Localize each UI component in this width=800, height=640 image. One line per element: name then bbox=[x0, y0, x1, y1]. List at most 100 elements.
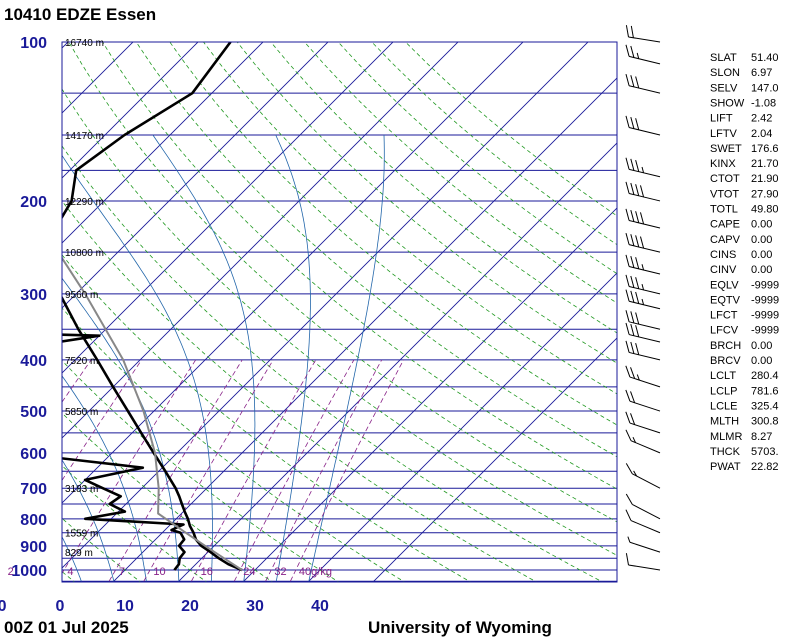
dry-adiabat bbox=[62, 88, 617, 556]
mixing-ratio-line bbox=[233, 359, 355, 582]
dry-adiabat bbox=[0, 18, 10, 584]
moist-adiabat bbox=[62, 277, 180, 582]
moist-adiabat bbox=[152, 134, 256, 582]
index-name: CINV bbox=[710, 264, 737, 276]
index-row: LFTV 2.04 bbox=[710, 128, 772, 140]
index-name: LFTV bbox=[710, 128, 738, 140]
index-row: CINV 0.00 bbox=[710, 264, 772, 276]
index-name: TOTL bbox=[710, 204, 738, 216]
index-value: 280.4 bbox=[751, 370, 779, 382]
index-value: 21.70 bbox=[751, 158, 779, 170]
wind-barb-flag bbox=[625, 157, 630, 170]
mixing-ratio-label: 10 bbox=[153, 566, 165, 578]
index-row: CINS 0.00 bbox=[710, 249, 772, 261]
wind-barb-flag bbox=[630, 391, 636, 403]
index-value: 0.00 bbox=[751, 340, 772, 352]
index-value: 0.00 bbox=[751, 249, 772, 261]
dry-adiabat bbox=[203, 42, 617, 395]
wind-barb-half-flag bbox=[627, 536, 631, 543]
wind-barb-flag bbox=[625, 254, 630, 267]
index-value: -9999 bbox=[751, 310, 779, 322]
wind-barb-shaft bbox=[628, 85, 661, 94]
index-row: MLMR 8.27 bbox=[710, 431, 772, 443]
isotherm bbox=[62, 42, 524, 504]
index-row: TOTL 49.80 bbox=[710, 204, 779, 216]
wind-barb-shaft bbox=[628, 300, 661, 310]
dry-adiabat bbox=[62, 412, 274, 582]
wind-barb-shaft bbox=[628, 193, 661, 202]
wind-barb-shaft bbox=[632, 503, 661, 520]
dry-adiabat bbox=[62, 145, 604, 582]
wind-barb bbox=[625, 411, 661, 434]
index-name: LCLP bbox=[710, 385, 738, 397]
index-row: SELV 147.0 bbox=[710, 82, 779, 94]
temperature-tick-label: 40 bbox=[311, 598, 329, 615]
wind-barb-flag bbox=[625, 73, 630, 86]
index-row: LCLP 781.6 bbox=[710, 385, 779, 397]
moist-adiabat bbox=[62, 154, 213, 582]
moist-adiabat bbox=[275, 134, 311, 582]
index-value: -9999 bbox=[751, 294, 779, 306]
wind-barb-flag bbox=[625, 340, 630, 353]
index-name: LFCT bbox=[710, 310, 738, 322]
isotherm bbox=[242, 207, 617, 582]
wind-barb bbox=[627, 536, 661, 553]
pressure-tick-label: 700 bbox=[20, 481, 47, 498]
wind-barb-flag bbox=[635, 184, 640, 196]
mixing-ratio-label: 40g/kg bbox=[299, 566, 332, 578]
wind-barb-flag bbox=[639, 236, 645, 249]
pressure-tick-label: 900 bbox=[20, 539, 47, 556]
wind-barb bbox=[625, 232, 661, 253]
mixing-ratio-labels: 0.112471016243240g/kg bbox=[8, 566, 332, 578]
index-value: 5703. bbox=[751, 446, 779, 458]
index-name: LCLE bbox=[710, 400, 738, 412]
wind-barb-shaft bbox=[630, 520, 661, 534]
wind-barb-shaft bbox=[628, 351, 661, 361]
wind-barb bbox=[625, 493, 661, 520]
plot-frame bbox=[61, 41, 618, 583]
wind-barb-shaft bbox=[630, 440, 661, 454]
wind-barb-flag bbox=[630, 234, 635, 246]
wind-barb-flag bbox=[635, 211, 640, 223]
wind-barb-flag bbox=[630, 324, 635, 336]
pressure-tick-label: 500 bbox=[20, 404, 47, 421]
wind-barb-flag bbox=[630, 367, 636, 379]
index-value: 6.97 bbox=[751, 67, 772, 79]
wind-barb-flag bbox=[625, 289, 630, 302]
wind-barb bbox=[625, 389, 661, 412]
index-name: CTOT bbox=[710, 173, 740, 185]
mixing-ratio-line bbox=[191, 359, 317, 582]
index-value: 0.00 bbox=[751, 219, 772, 231]
wind-barb-shaft bbox=[628, 321, 661, 330]
wind-barb bbox=[625, 115, 661, 136]
wind-barb-flag bbox=[630, 275, 635, 288]
wind-barb-flag bbox=[625, 411, 631, 424]
mixing-ratio-label: 24 bbox=[243, 566, 255, 578]
dry-adiabat bbox=[303, 42, 617, 304]
wind-barb-flag bbox=[639, 212, 645, 225]
mixing-ratio-label: 16 bbox=[201, 566, 213, 578]
wind-barb bbox=[625, 463, 661, 489]
mixing-ratio-line bbox=[143, 359, 274, 582]
index-name: SLON bbox=[710, 67, 740, 79]
wind-barb-flag bbox=[625, 181, 630, 194]
wind-barb-shaft bbox=[628, 244, 661, 253]
height-label: 14170 m bbox=[65, 131, 104, 142]
wind-barb-flag bbox=[630, 182, 635, 195]
wind-barb bbox=[625, 322, 661, 343]
wind-barb-flag bbox=[635, 277, 640, 289]
wind-barb-half-flag bbox=[636, 374, 640, 381]
wind-barb bbox=[625, 157, 661, 178]
pressure-tick-label: 200 bbox=[20, 194, 47, 211]
index-value: -1.08 bbox=[751, 97, 776, 109]
index-row: EQTV -9999 bbox=[710, 294, 779, 306]
moist-adiabat bbox=[0, 135, 16, 581]
dry-adiabat bbox=[169, 42, 617, 426]
index-row: LFCV -9999 bbox=[710, 325, 779, 337]
wind-barb-flag bbox=[635, 291, 640, 304]
wind-barbs bbox=[625, 25, 661, 571]
index-name: EQTV bbox=[710, 294, 741, 306]
wind-barb-shaft bbox=[632, 473, 661, 489]
mixing-ratio-line bbox=[265, 359, 383, 582]
